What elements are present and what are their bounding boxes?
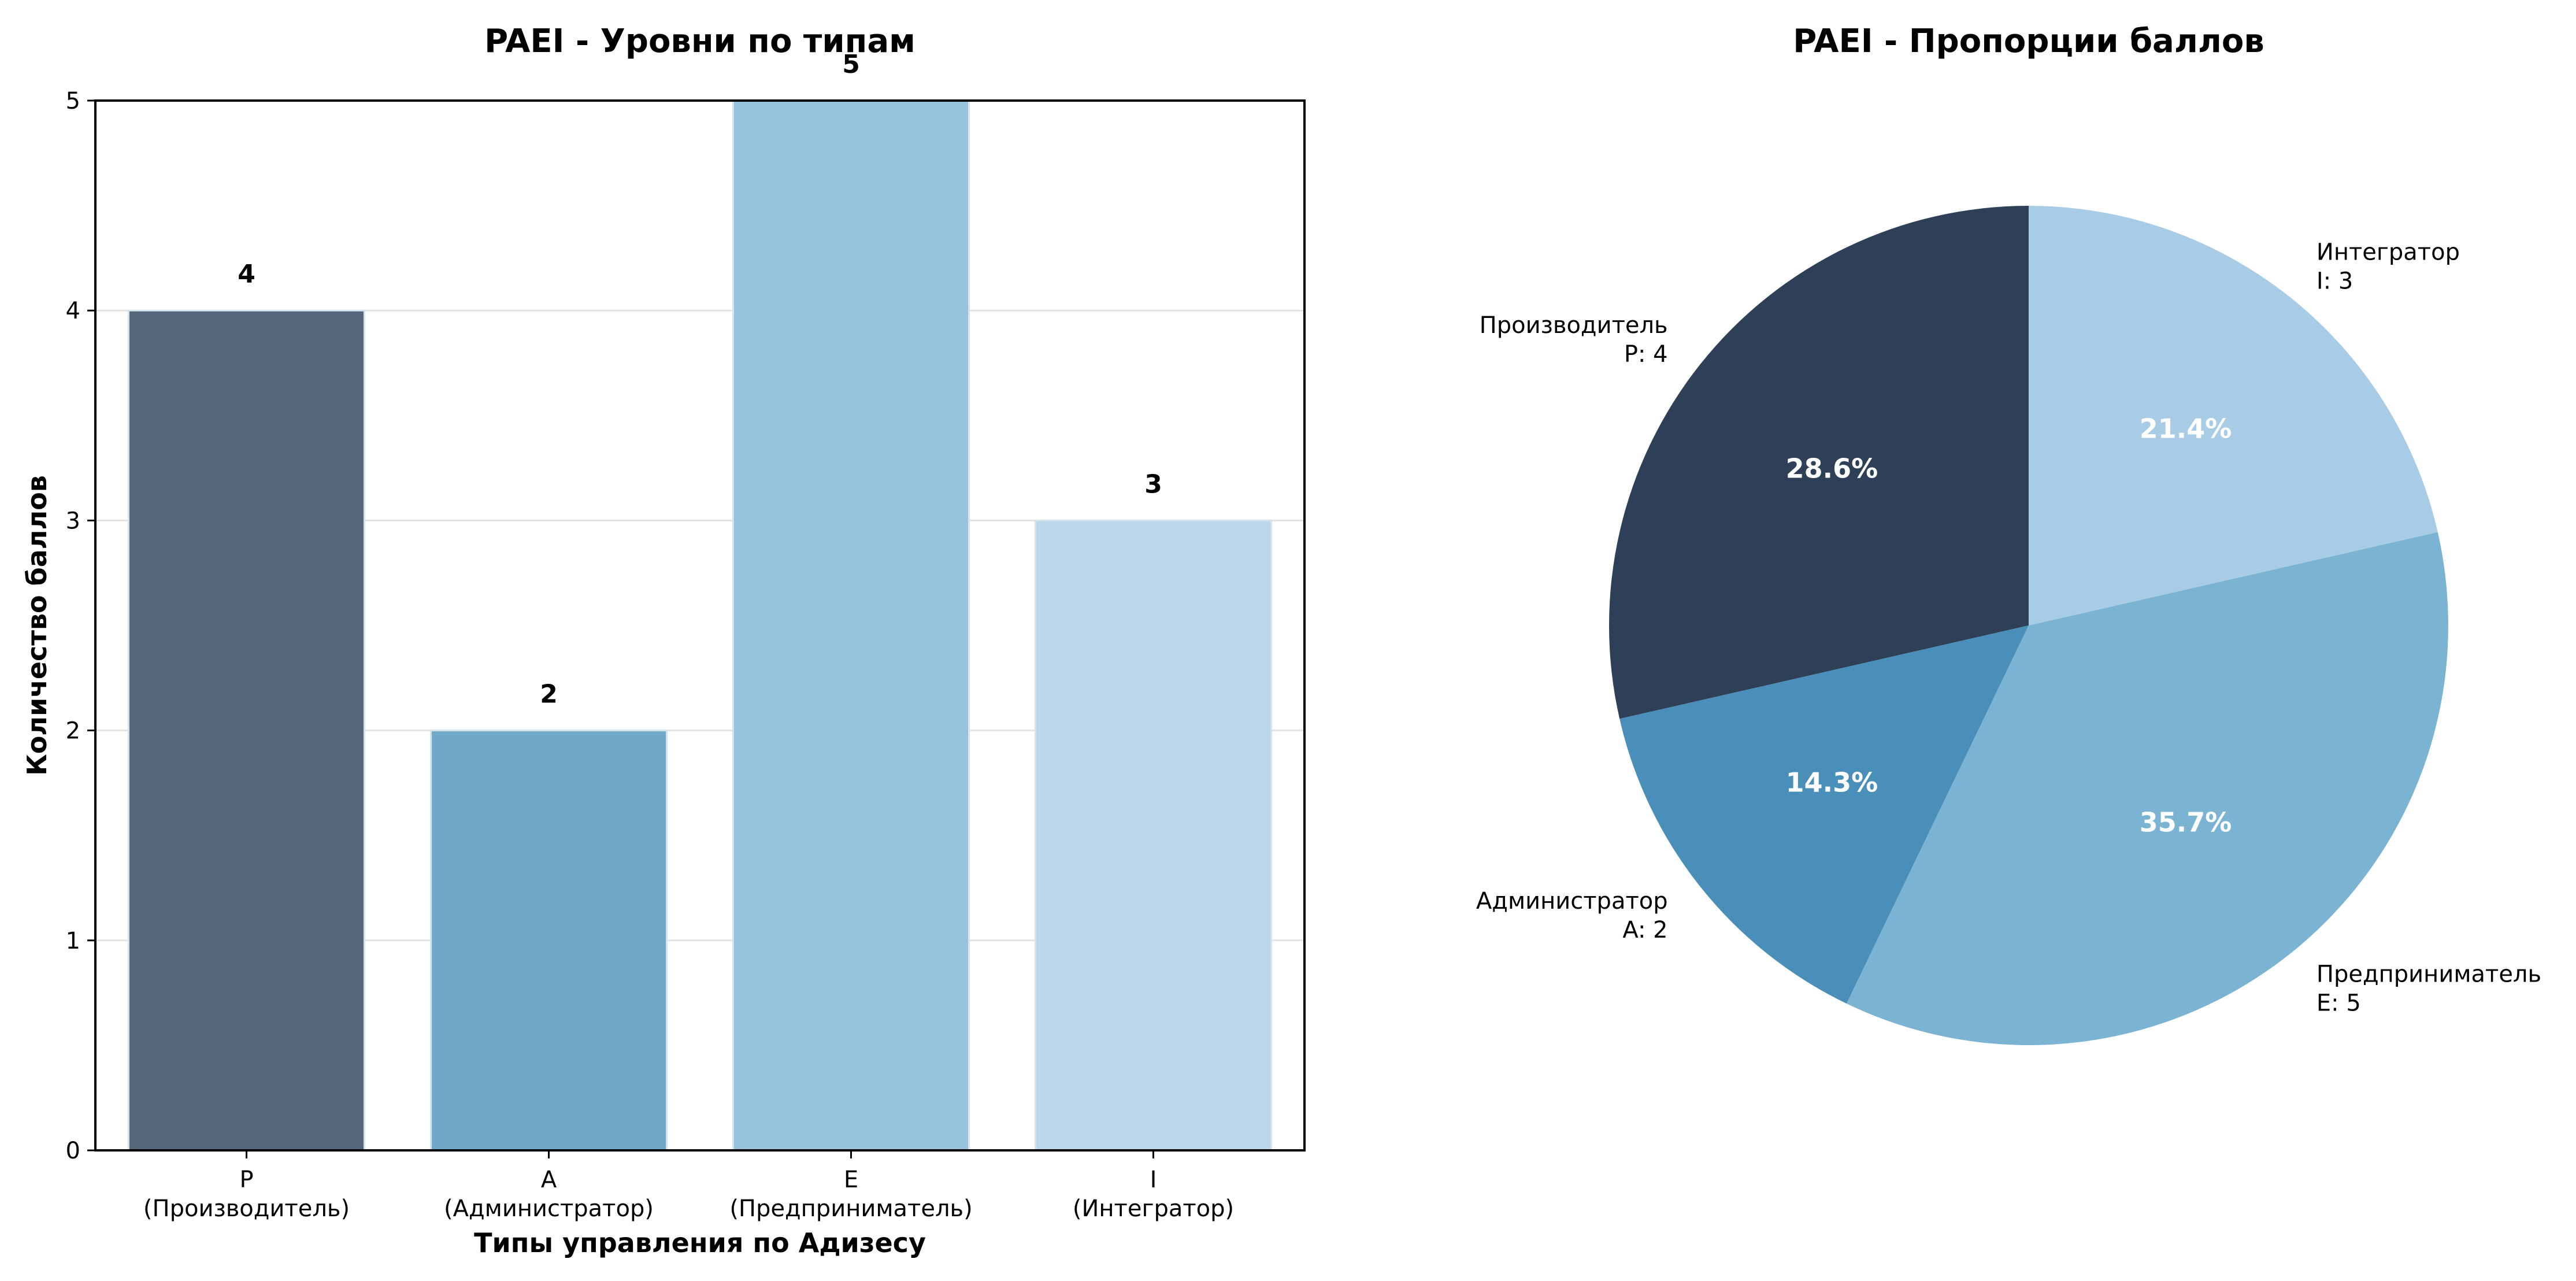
pie-chart: PAEI - Пропорции баллов 28.6%14.3%35.7%2… — [1476, 23, 2541, 1045]
y-axis-label: Количество баллов — [21, 475, 53, 776]
pie-percent-label: 28.6% — [1786, 453, 1878, 484]
x-tick-code: I — [1150, 1167, 1157, 1193]
x-tick-name: (Производитель) — [143, 1195, 350, 1222]
bar-value-labels: 4 2 5 3 — [238, 50, 1162, 709]
pie-percent-labels: 28.6% 14.3% 35.7% 21.4% — [1786, 413, 2232, 838]
bar-value-label: 2 — [540, 680, 558, 709]
y-tick-label: 5 — [66, 88, 80, 114]
y-axis-ticks: 0 1 2 3 4 5 — [66, 88, 95, 1164]
y-tick-label: 2 — [66, 718, 80, 745]
pie-slice-i — [2029, 206, 2438, 625]
bar-chart-title: PAEI - Уровни по типам — [484, 23, 916, 60]
pie-percent-label: 35.7% — [2140, 807, 2232, 838]
bar-value-label: 5 — [842, 50, 860, 79]
pie-slice-a — [1619, 625, 2029, 1004]
pie-slice-value: A: 2 — [1622, 917, 1667, 943]
x-tick-code: E — [844, 1167, 858, 1193]
bar-series — [128, 99, 1272, 1152]
bar-value-label: 3 — [1144, 469, 1162, 499]
bar-a — [430, 730, 668, 1152]
x-tick-name: (Интегратор) — [1073, 1195, 1234, 1222]
bar-chart: PAEI - Уровни по типам 4 2 5 3 0 1 2 3 4 5 P(Про… — [21, 23, 1306, 1258]
pie-slice-name: Предприниматель — [2316, 961, 2541, 987]
pie-slice-value: E: 5 — [2316, 990, 2361, 1016]
y-tick-label: 0 — [66, 1138, 80, 1164]
pie-slice-e — [1847, 532, 2448, 1045]
x-axis-label: Типы управления по Адизесу — [474, 1227, 926, 1258]
y-tick-label: 4 — [66, 298, 80, 324]
y-tick-label: 3 — [66, 508, 80, 534]
x-tick-code: A — [541, 1167, 557, 1193]
x-axis-ticks: P(Производитель) A(Администратор) E(Предпр… — [143, 1150, 1234, 1222]
pie-slice-name: Производитель — [1480, 312, 1668, 339]
pie-slice-p — [1609, 206, 2029, 719]
x-tick-name: (Предприниматель) — [729, 1195, 972, 1222]
bar-plot-frame — [94, 99, 1306, 1152]
bar-e — [732, 99, 970, 1152]
bar-value-label: 4 — [238, 260, 255, 289]
pie-slice-name: Администратор — [1476, 888, 1668, 915]
pie-slice-name: Интегратор — [2316, 239, 2460, 266]
pie-chart-title: PAEI - Пропорции баллов — [1793, 23, 2264, 60]
x-tick-code: P — [239, 1167, 253, 1193]
pie-slice-value: I: 3 — [2316, 268, 2353, 295]
bar-p — [128, 309, 365, 1152]
y-tick-label: 1 — [66, 928, 80, 954]
x-tick-name: (Администратор) — [444, 1195, 654, 1222]
pie-slice-value: P: 4 — [1624, 341, 1668, 368]
pie-percent-label: 14.3% — [1786, 767, 1878, 798]
pie-percent-label: 21.4% — [2140, 413, 2232, 444]
bar-i — [1035, 519, 1272, 1152]
pie-slices — [1609, 206, 2448, 1045]
